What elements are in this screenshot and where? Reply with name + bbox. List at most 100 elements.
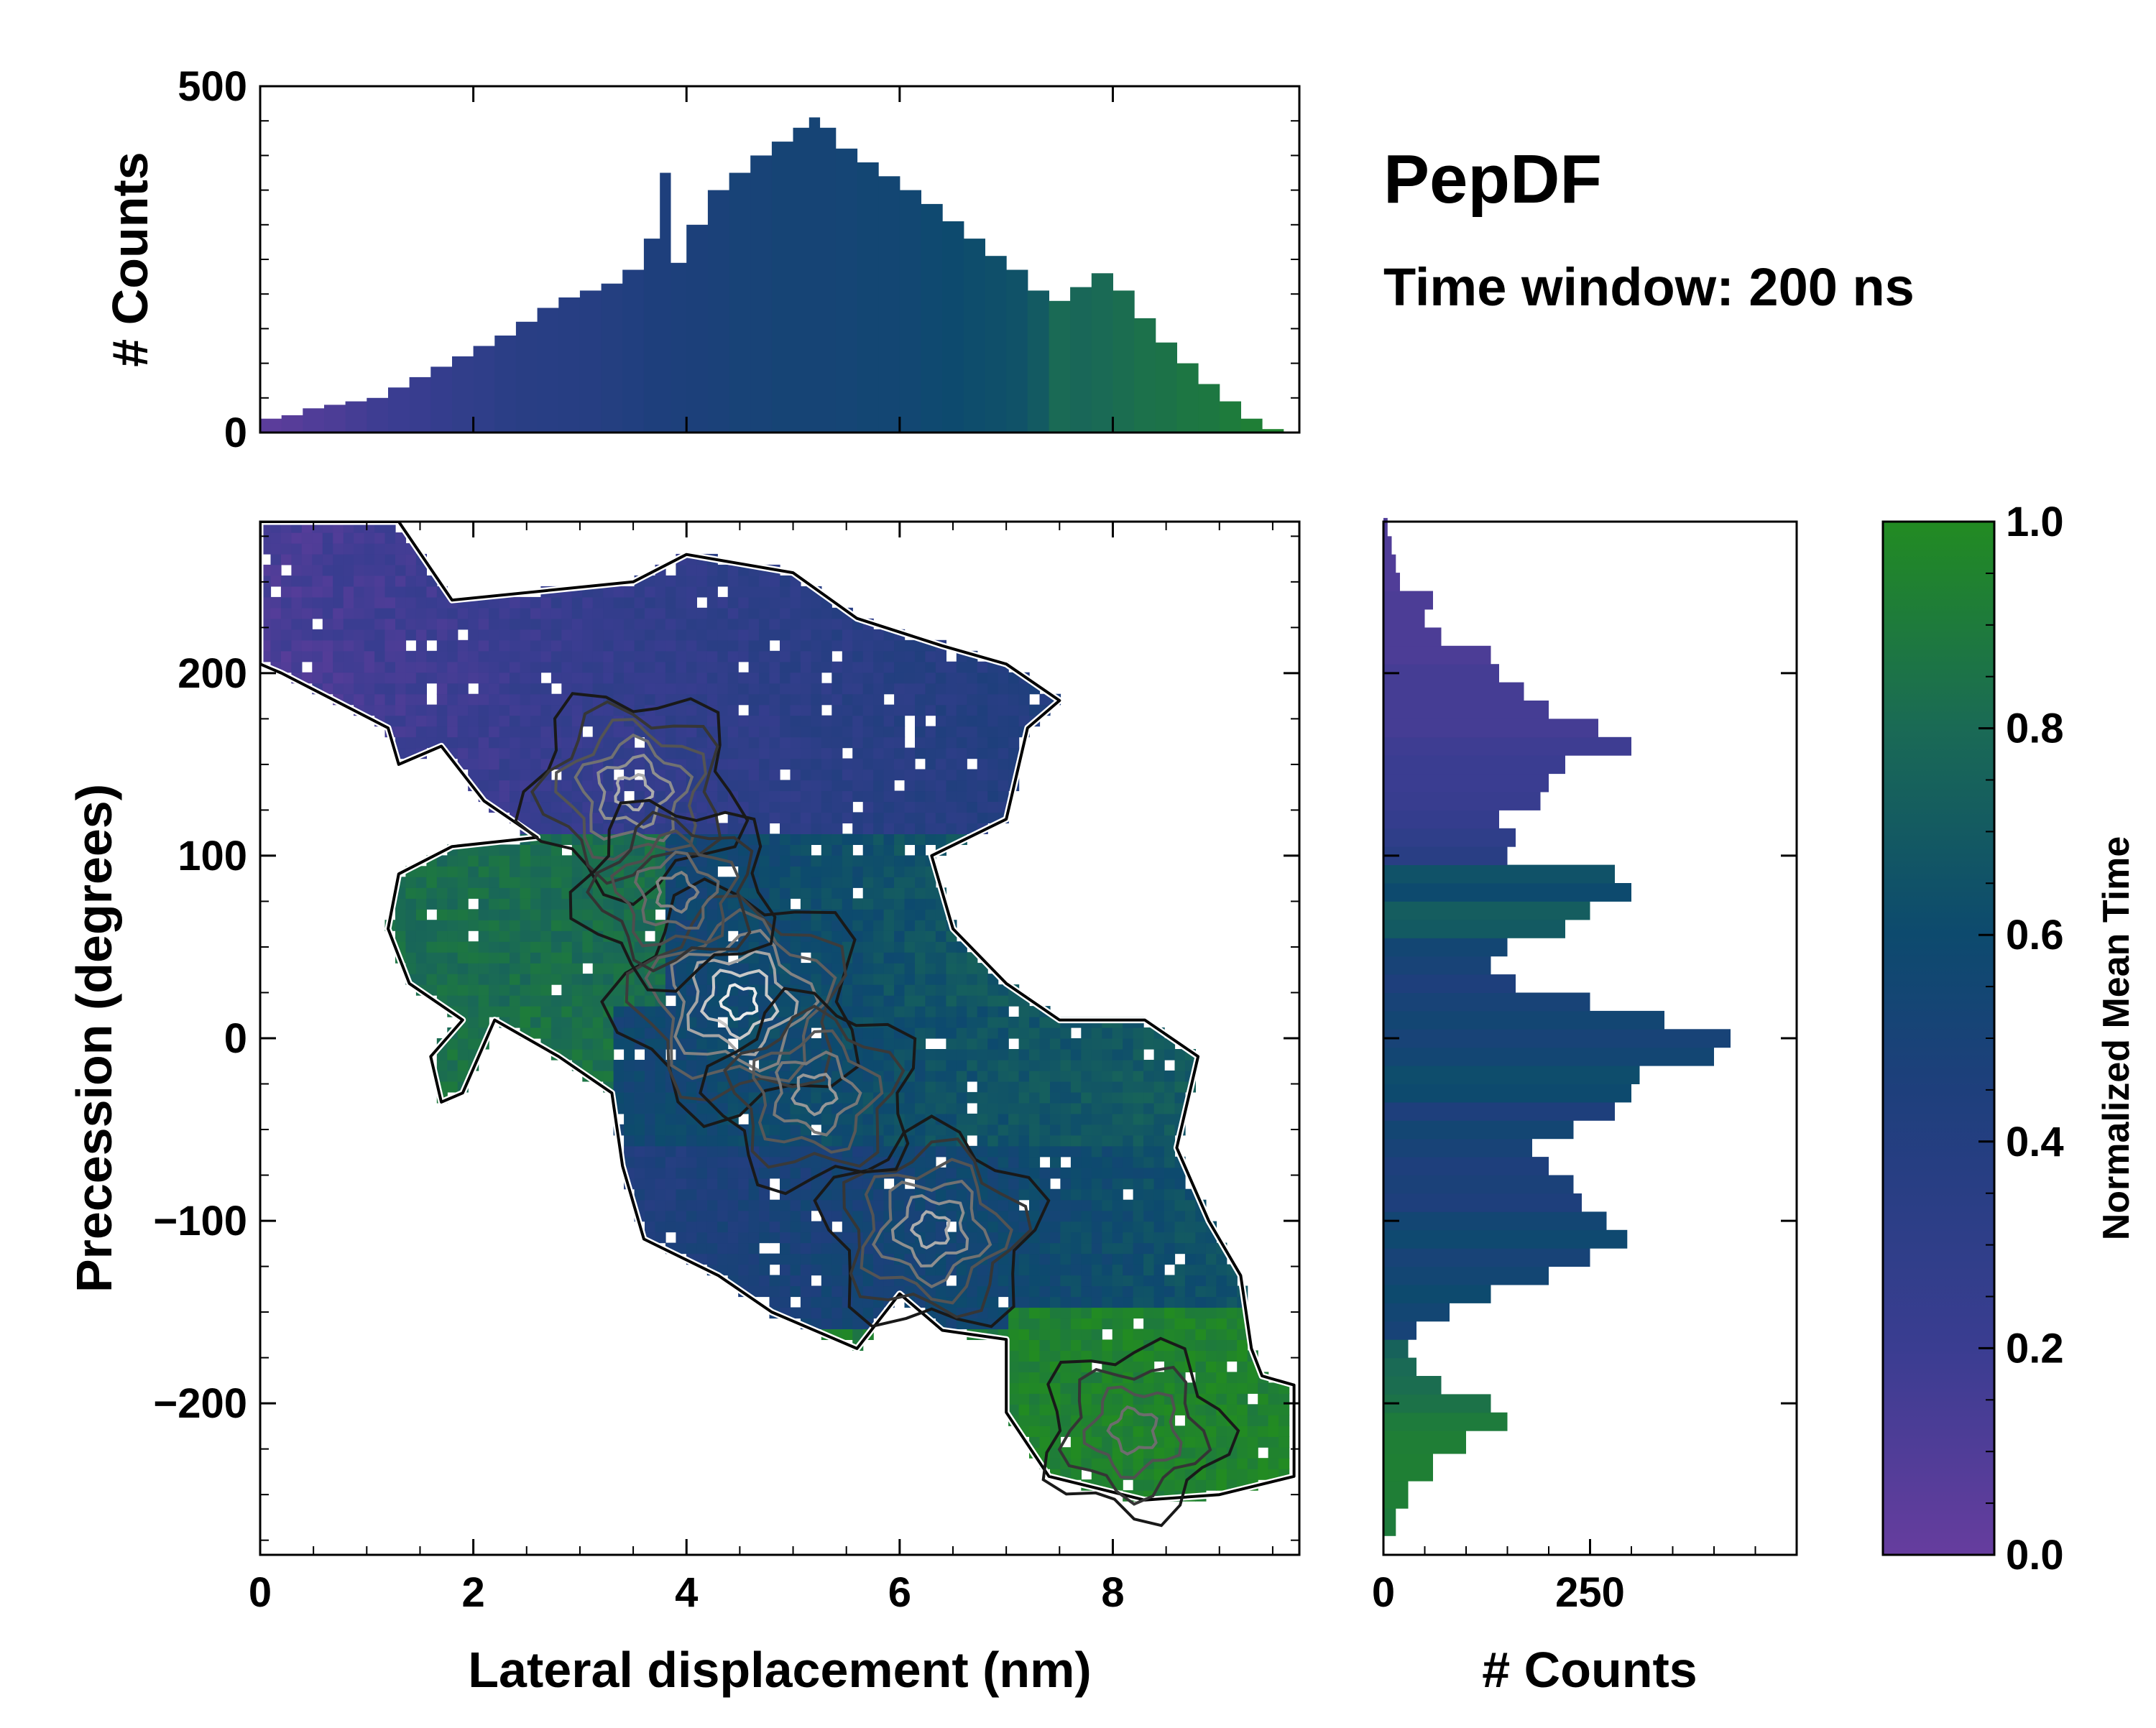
heatmap-cell [645,596,656,609]
heatmap-cell [343,650,354,662]
heatmap-cell [1133,1253,1144,1265]
heatmap-cell [967,984,978,996]
heatmap-cell [613,823,625,834]
heatmap-cell [550,898,562,910]
heatmap-cell [1216,1393,1227,1405]
heatmap-cell [447,672,459,684]
heatmap-cell [634,1124,645,1136]
heatmap-cell [1102,1199,1113,1211]
heatmap-cell [686,683,697,695]
heatmap-cell [499,650,510,662]
heatmap-cell [354,639,365,652]
heatmap-cell [748,1242,760,1255]
heatmap-cell [395,607,407,619]
heatmap-cell [862,704,874,716]
heatmap-cell [1081,1102,1092,1114]
heatmap-cell [1081,1242,1092,1255]
heatmap-cell [1102,1124,1113,1136]
heatmap-cell [780,1221,791,1233]
heatmap-cell [769,812,780,823]
heatmap-cell [1184,1393,1196,1405]
heatmap-cell [769,596,780,609]
heatmap-cell [696,575,708,587]
heatmap-cell [1070,1329,1082,1340]
heatmap-cell [395,639,407,652]
heatmap-cell [738,586,750,598]
heatmap-cell [468,769,479,781]
heatmap-cell [987,1145,999,1158]
heatmap-cell [457,963,469,974]
heatmap-cell [967,661,978,673]
heatmap-cell [883,823,895,834]
heatmap-cell [550,1017,562,1028]
heatmap-cell [312,553,323,565]
heatmap-cell [1081,1296,1092,1308]
heatmap-cell [883,769,895,781]
heatmap-cell [967,736,978,749]
heatmap-cell [1050,1060,1061,1071]
heatmap-cell [1195,1232,1207,1244]
heatmap-cell [706,596,718,609]
heatmap-cell [1102,1415,1113,1426]
heatmap-cell [395,736,407,749]
heatmap-cell [925,823,936,834]
heatmap-cell [935,833,946,845]
heatmap-cell [821,1307,832,1319]
heatmap-cell [831,790,843,803]
heatmap-cell [1060,1415,1072,1426]
heatmap-cell [915,1049,926,1061]
heatmap-cell [862,790,874,803]
heatmap-cell [1123,1318,1134,1330]
heatmap-cell [1008,1372,1020,1383]
heatmap-cell [634,1135,645,1147]
heatmap-cell [655,1135,666,1147]
main-x-tick-label: 0 [249,1569,272,1616]
heatmap-cell [821,877,832,888]
heatmap-cell [592,963,604,974]
heatmap-cell [374,543,386,555]
heatmap-cell [1070,1436,1082,1448]
heatmap-cell [301,618,313,630]
heatmap-cell [811,726,822,738]
heatmap-cell [935,747,946,759]
heatmap-cell [1195,1318,1207,1330]
heatmap-cell [706,898,718,910]
heatmap-cell [1102,1038,1113,1050]
heatmap-cell [696,661,708,673]
heatmap-cell [270,639,282,652]
heatmap-cell [457,683,469,695]
heatmap-cell [426,952,438,964]
heatmap-cell [676,877,687,888]
heatmap-cell [676,726,687,738]
heatmap-cell [769,715,780,727]
heatmap-cell [1008,1145,1020,1158]
heatmap-cell [405,952,417,964]
heatmap-cell [821,909,832,920]
heatmap-cell [676,661,687,673]
heatmap-cell [426,736,438,749]
heatmap-cell [540,1017,552,1028]
heatmap-cell [956,758,967,770]
heatmap-cell [550,661,562,673]
heatmap-cell [977,693,988,706]
heatmap-cell [499,704,510,716]
heatmap-cell [468,984,479,996]
heatmap-cell [478,769,489,781]
heatmap-cell [686,586,697,598]
heatmap-cell [676,1178,687,1190]
heatmap-cell [520,607,531,619]
heatmap-cell [1102,1145,1113,1158]
heatmap-cell [987,758,999,770]
heatmap-cell [883,639,895,652]
heatmap-cell [862,629,874,641]
heatmap-cell [634,586,645,598]
heatmap-cell [415,909,427,920]
heatmap-cell [842,1221,853,1233]
heatmap-cell [1184,1199,1196,1211]
heatmap-cell [759,629,770,641]
heatmap-cell [1070,1361,1082,1372]
heatmap-cell [1070,1296,1082,1308]
heatmap-cell [873,1027,885,1039]
heatmap-cell [925,726,936,738]
heatmap-cell [436,693,448,706]
